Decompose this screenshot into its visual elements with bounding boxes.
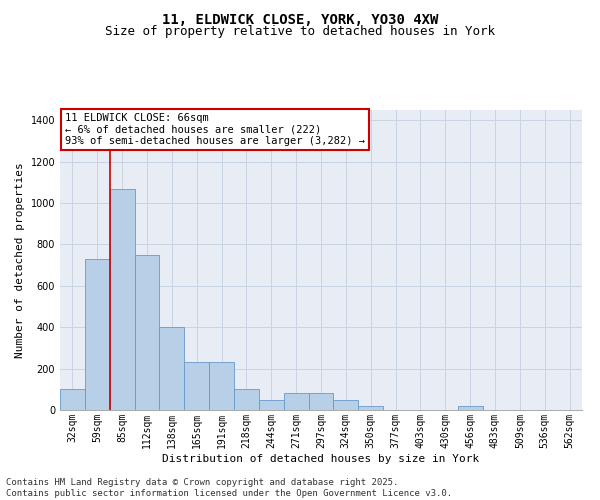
Bar <box>458 406 482 410</box>
Bar <box>60 390 85 410</box>
Text: Contains HM Land Registry data © Crown copyright and database right 2025.
Contai: Contains HM Land Registry data © Crown c… <box>6 478 452 498</box>
Text: Size of property relative to detached houses in York: Size of property relative to detached ho… <box>105 25 495 38</box>
X-axis label: Distribution of detached houses by size in York: Distribution of detached houses by size … <box>163 454 479 464</box>
Bar <box>209 362 234 410</box>
Bar <box>234 390 259 410</box>
Bar <box>184 362 209 410</box>
Bar <box>284 394 308 410</box>
Bar <box>85 259 110 410</box>
Bar <box>259 400 284 410</box>
Text: 11 ELDWICK CLOSE: 66sqm
← 6% of detached houses are smaller (222)
93% of semi-de: 11 ELDWICK CLOSE: 66sqm ← 6% of detached… <box>65 113 365 146</box>
Bar <box>110 188 134 410</box>
Bar <box>358 406 383 410</box>
Bar <box>160 327 184 410</box>
Bar <box>334 400 358 410</box>
Bar <box>308 394 334 410</box>
Text: 11, ELDWICK CLOSE, YORK, YO30 4XW: 11, ELDWICK CLOSE, YORK, YO30 4XW <box>162 12 438 26</box>
Y-axis label: Number of detached properties: Number of detached properties <box>15 162 25 358</box>
Bar <box>134 255 160 410</box>
